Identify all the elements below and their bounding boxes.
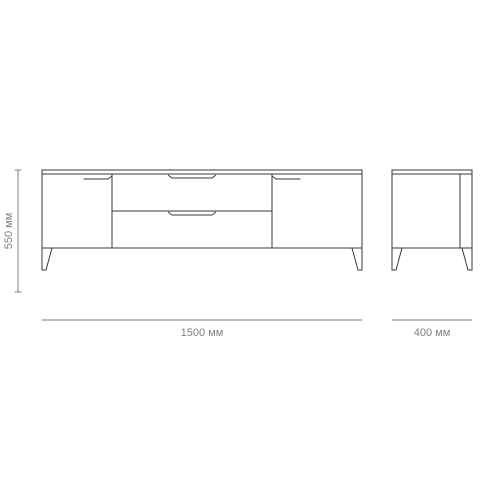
side-elevation — [392, 170, 472, 270]
dimension-lines: 550 мм 1500 мм 400 мм — [3, 170, 472, 339]
width-dimension-label: 1500 мм — [181, 327, 224, 339]
height-dimension-label: 550 мм — [3, 213, 15, 250]
furniture-technical-drawing: 550 мм 1500 мм 400 мм — [0, 0, 500, 500]
front-elevation — [42, 170, 362, 270]
depth-dimension-label: 400 мм — [414, 327, 451, 339]
